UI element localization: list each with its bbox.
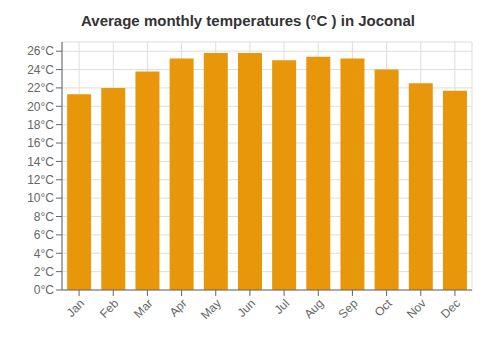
svg-text:8°C: 8°C xyxy=(34,210,54,224)
svg-text:10°C: 10°C xyxy=(27,191,54,205)
svg-text:Jun: Jun xyxy=(234,296,258,320)
svg-text:Apr: Apr xyxy=(167,296,190,319)
svg-text:4°C: 4°C xyxy=(34,247,54,261)
svg-text:Dec: Dec xyxy=(438,296,463,321)
svg-text:22°C: 22°C xyxy=(27,81,54,95)
svg-text:14°C: 14°C xyxy=(27,155,54,169)
svg-text:Nov: Nov xyxy=(404,296,429,321)
svg-text:Jul: Jul xyxy=(271,296,292,317)
svg-text:Mar: Mar xyxy=(131,296,156,321)
svg-text:Jan: Jan xyxy=(64,296,88,320)
svg-text:0°C: 0°C xyxy=(34,283,54,297)
svg-text:Aug: Aug xyxy=(301,296,326,321)
svg-text:26°C: 26°C xyxy=(27,44,54,58)
svg-text:2°C: 2°C xyxy=(34,265,54,279)
svg-text:Oct: Oct xyxy=(372,296,396,320)
html-text:Average monthly temperatures (: Average monthly temperatures (°C ) in Jo… xyxy=(81,12,415,29)
svg-text:18°C: 18°C xyxy=(27,118,54,132)
svg-text:Sep: Sep xyxy=(336,296,361,321)
svg-text:16°C: 16°C xyxy=(27,136,54,150)
svg-text:May: May xyxy=(198,296,224,322)
svg-text:12°C: 12°C xyxy=(27,173,54,187)
svg-text:Feb: Feb xyxy=(97,296,122,321)
svg-text:24°C: 24°C xyxy=(27,63,54,77)
svg-text:20°C: 20°C xyxy=(27,100,54,114)
svg-text:6°C: 6°C xyxy=(34,228,54,242)
